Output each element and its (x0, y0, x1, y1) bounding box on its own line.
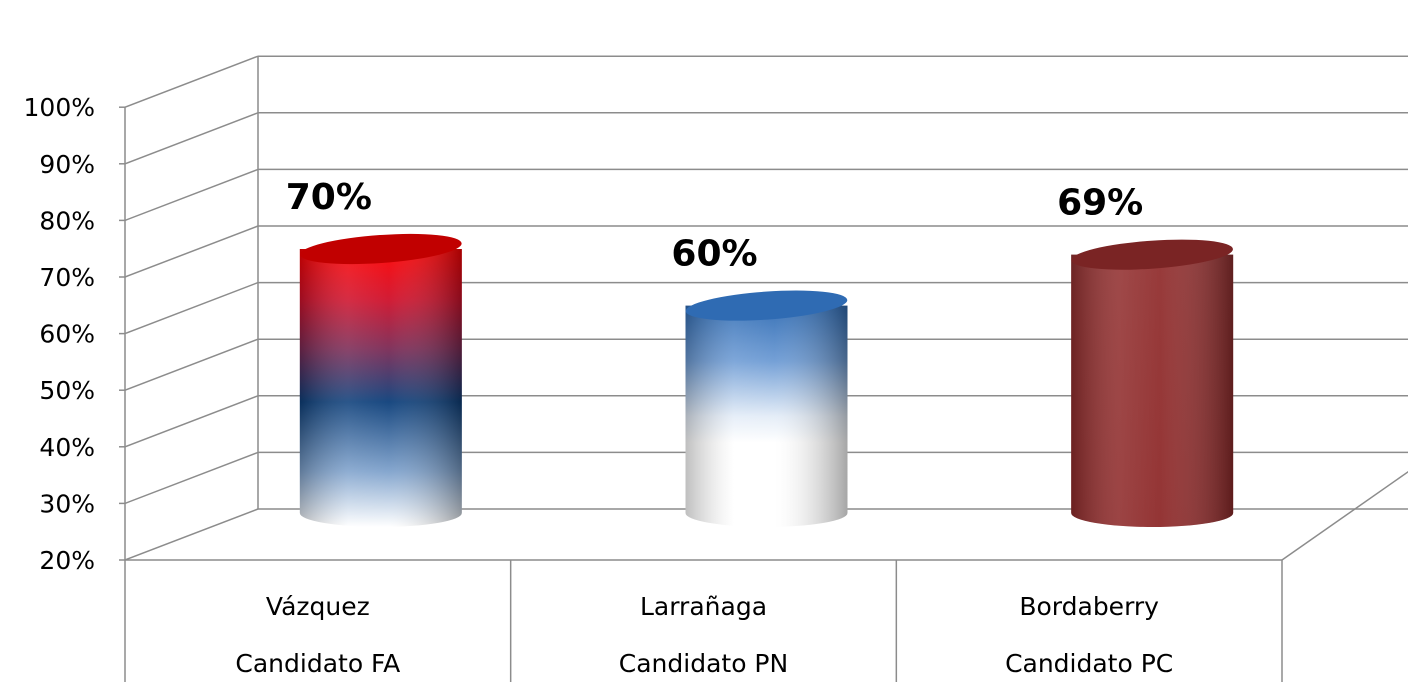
data-label: 60% (671, 234, 757, 275)
bar-shading (299, 249, 462, 528)
y-tick-label: 20% (39, 546, 95, 575)
y-tick-label: 40% (39, 433, 95, 462)
category-label: Bordaberry (1019, 592, 1159, 621)
y-tick-label: 90% (39, 150, 95, 179)
data-label: 69% (1057, 183, 1143, 224)
y-tick-label: 30% (39, 489, 95, 518)
gridline-side (124, 395, 259, 448)
gridline-side (124, 508, 259, 561)
category-label: Candidato PN (619, 649, 788, 678)
y-tick-label: 50% (39, 376, 95, 405)
gridline-side (124, 338, 259, 391)
bar-top (1071, 239, 1233, 270)
category-axis: Vázquez Candidato FA Larrañaga Candidato PN… (124, 560, 1283, 682)
y-tick-label: 70% (39, 263, 95, 292)
gridline-side (124, 168, 259, 222)
bar-2 (685, 290, 848, 528)
y-tick-label: 60% (39, 320, 95, 349)
gridline-side (124, 55, 259, 108)
bars (299, 233, 1234, 528)
data-label: 70% (286, 177, 372, 218)
data-labels: 70% 60% 69% (286, 177, 1144, 275)
bar-1 (299, 233, 462, 528)
category-label: Candidato PC (1005, 649, 1173, 678)
gridline-side (124, 225, 259, 278)
y-axis-ticks: 20% 30% 40% 50% 60% 70% 80% 90% 100% (24, 93, 95, 575)
gridline-side (124, 451, 259, 505)
category-label: Vázquez (266, 592, 370, 621)
bar-top (300, 233, 462, 265)
category-label: Larrañaga (640, 592, 767, 621)
y-tick-label: 100% (24, 93, 95, 122)
y-tick-label: 80% (39, 206, 95, 235)
bar-shading (685, 305, 848, 528)
bar-3 (1071, 239, 1234, 528)
bar-top (685, 290, 848, 321)
bar-shading (1071, 254, 1234, 528)
floor-right-edge (1281, 470, 1408, 561)
gridline-side (124, 112, 259, 165)
category-label: Candidato FA (235, 649, 400, 678)
gridline-side (124, 281, 259, 335)
